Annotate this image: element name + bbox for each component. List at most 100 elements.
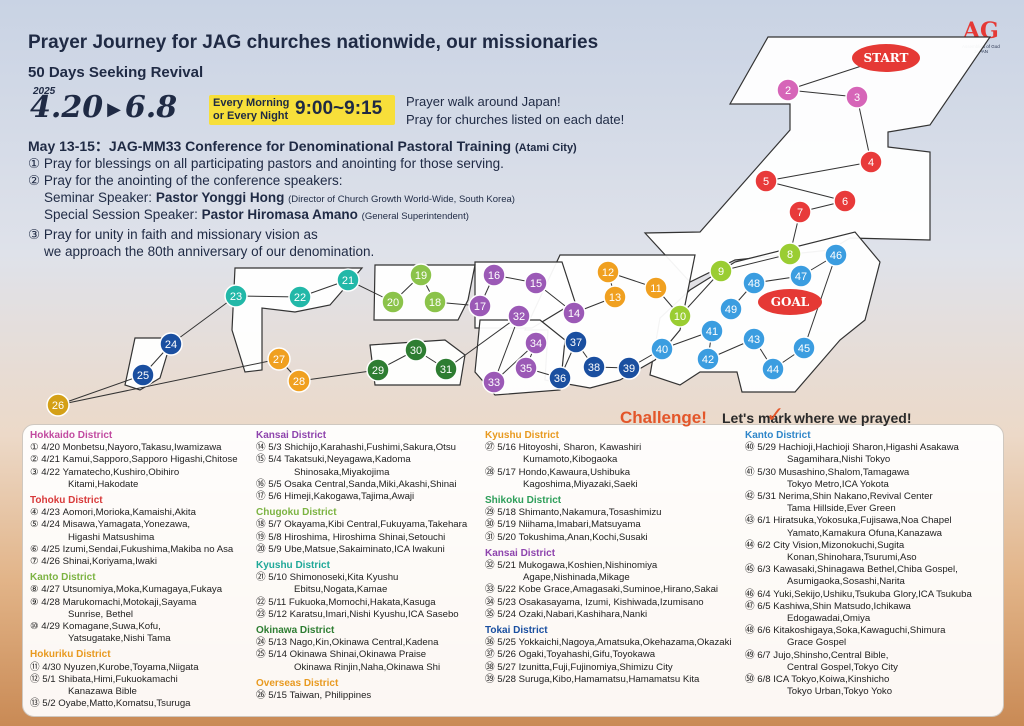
entry-date — [745, 686, 787, 698]
schedule-entry: ㉞ 5/23 Osakasayama, Izumi, Kishiwada,Izu… — [485, 597, 732, 609]
node-circle — [288, 285, 312, 309]
node-circle — [434, 357, 458, 381]
entry-churches: Tokyo Metro,ICA Yokota — [787, 478, 889, 490]
entry-churches: Yatsugatake,Nishi Tama — [68, 633, 171, 645]
district-heading: Overseas District — [256, 677, 339, 689]
entry-date: ㊹ 6/2 — [745, 539, 774, 551]
schedule-entry: ㉘ 5/17 Hondo,Kawaura,Ushibuka — [485, 467, 732, 479]
entry-date: ㉘ 5/17 — [485, 466, 519, 478]
entry-churches: Shimanto,Nakamura,Tosashimizu — [518, 507, 662, 519]
time-label-1: Every Morning — [213, 97, 290, 109]
node-circle — [548, 366, 572, 390]
district-heading: Kansai District — [485, 547, 556, 559]
schedule-entry: ㊶ 5/30 Musashino,Shalom,Tamagawa — [745, 467, 972, 479]
node-label: 41 — [706, 326, 718, 338]
node-circle — [482, 370, 506, 394]
route-node-31: 31 — [434, 357, 458, 381]
node-label: 14 — [568, 308, 580, 320]
entry-date: ㊶ 5/30 — [745, 466, 779, 478]
entry-churches: Hachioji,Hachioji Sharon,Higashi Asakawa — [778, 442, 959, 454]
schedule-entry: ⑥ 4/25 Izumi,Sendai,Fukushima,Makiba no … — [30, 544, 238, 556]
entry-churches: Sagamihara,Nishi Tokyo — [787, 454, 891, 466]
prayer-3a: ③ Pray for unity in faith and missionary… — [28, 227, 318, 242]
district-heading: Kanto District — [30, 572, 96, 584]
conference-location: (Atami City) — [515, 142, 577, 154]
conference-name: May 13-15：JAG-MM33 Conference for Denomi… — [28, 138, 512, 154]
walk-line-2: Pray for churches listed on each date! — [406, 112, 625, 127]
schedule-entry: ㉕ 5/14 Okinawa Shinai,Okinawa Praise — [256, 649, 467, 661]
entry-churches: Grace Gospel — [787, 637, 847, 649]
route-node-37: 37 — [564, 330, 588, 354]
entry-churches: City Vision,Mizonokuchi,Sugita — [773, 539, 905, 551]
node-label: 13 — [609, 292, 621, 304]
node-label: 39 — [623, 363, 635, 375]
entry-date: ㊱ 5/25 — [485, 637, 519, 649]
route-node-6: 6 — [833, 189, 857, 213]
node-circle — [131, 363, 155, 387]
schedule-entry: ㉟ 5/24 Ozaki,Nabari,Kashihara,Nanki — [485, 609, 732, 621]
entry-churches: Mukogawa,Koshien,Nishinomiya — [518, 560, 658, 572]
schedule-entry: ⑨ 4/28 Marukomachi,Motokaji,Sayama — [30, 597, 238, 609]
schedule-entry: ㊽ 6/6 Kitakoshigaya,Soka,Kawaguchi,Shimu… — [745, 625, 972, 637]
route-node-39: 39 — [617, 356, 641, 380]
route-node-24: 24 — [159, 332, 183, 356]
entry-date: ⑥ 4/25 — [30, 543, 63, 555]
entry-date: ⑳ 5/9 — [256, 543, 285, 555]
route-node-12: 12 — [596, 260, 620, 284]
entry-date — [745, 613, 787, 625]
entry-date: ⑰ 5/6 — [256, 491, 285, 503]
entry-churches: Izumi,Sendai,Fukushima,Makiba no Asa — [62, 543, 234, 555]
schedule-entry: ㉛ 5/20 Tokushima,Anan,Kochi,Susaki — [485, 532, 732, 544]
schedule-entry: ㉒ 5/11 Fukuoka,Momochi,Hakata,Kasuga — [256, 597, 467, 609]
entry-churches: Kitami,Hakodate — [68, 478, 139, 490]
route-node-33: 33 — [482, 370, 506, 394]
node-label: 18 — [429, 297, 441, 309]
schedule-entry: ⑲ 5/8 Hiroshima, Hiroshima Shinai,Setouc… — [256, 532, 467, 544]
node-label: 4 — [868, 157, 874, 169]
node-label: 38 — [588, 362, 600, 374]
entry-date: ㉕ 5/14 — [256, 649, 290, 661]
route-node-10: 10 — [668, 304, 692, 328]
entry-churches: Monbetsu,Nayoro,Takasu,Iwamizawa — [62, 442, 222, 454]
node-label: 45 — [798, 343, 810, 355]
entry-date: ⑯ 5/5 — [256, 478, 285, 490]
entry-date: ㉓ 5/12 — [256, 608, 290, 620]
logo-line-2: JAPAN — [973, 49, 988, 54]
entry-churches: ICA Tokyo,Koiwa,Kinshicho — [773, 674, 890, 686]
entry-date — [745, 528, 787, 540]
node-circle — [644, 276, 668, 300]
entry-churches: Fukuoka,Momochi,Hakata,Kasuga — [288, 596, 436, 608]
schedule-entry: ㊴ 5/28 Suruga,Kibo,Hamamatsu,Hamamatsu K… — [485, 674, 732, 686]
entry-date: ㊵ 5/29 — [745, 442, 779, 454]
route-node-27: 27 — [267, 347, 291, 371]
schedule-entry: Shinosaka,Miyakojima — [256, 467, 467, 479]
route-node-16: 16 — [482, 263, 506, 287]
route-node-19: 19 — [409, 263, 433, 287]
entry-churches: Okinawa Rinjin,Naha,Okinawa Shi — [294, 661, 441, 673]
node-circle — [514, 356, 538, 380]
schedule-entry: ③ 4/22 Yamatecho,Kushiro,Obihiro — [30, 467, 238, 479]
schedule-entry: Sagamihara,Nishi Tokyo — [745, 454, 972, 466]
entry-churches: Sunrise, Bethel — [68, 608, 134, 620]
challenge-text-2: where we prayed! — [794, 410, 912, 426]
route-node-47: 47 — [789, 264, 813, 288]
node-label: 6 — [842, 196, 848, 208]
schedule-entry: ⑯ 5/5 Osaka Central,Sanda,Miki,Akashi,Sh… — [256, 479, 467, 491]
entry-churches: Edogawadai,Omiya — [787, 613, 871, 625]
page-title: Prayer Journey for JAG churches nationwi… — [28, 32, 599, 53]
node-circle — [582, 355, 606, 379]
schedule-entry: ㉓ 5/12 Karatsu,Imari,Nishi Kyushu,ICA Sa… — [256, 609, 467, 621]
entry-churches: Hiratsuka,Yokosuka,Fujisawa,Noa Chapel — [773, 515, 952, 527]
schedule-entry: Kumamoto,Kibogaoka — [485, 454, 732, 466]
district-heading: Hokkaido District — [30, 430, 113, 441]
seminar-label: Seminar Speaker: — [44, 190, 156, 205]
entry-date — [30, 609, 68, 621]
node-label: 31 — [440, 364, 452, 376]
entry-date: ⑫ 5/1 — [30, 673, 59, 685]
entry-churches: Suruga,Kibo,Hamamatsu,Hamamatsu Kita — [518, 673, 700, 685]
node-circle — [754, 169, 778, 193]
entry-churches: Konan,Shinohara,Tsurumi,Aso — [787, 552, 917, 564]
schedule-entry: ⑭ 5/3 Shichijo,Karahashi,Fushimi,Sakura,… — [256, 442, 467, 454]
route-segment — [493, 315, 520, 383]
entry-churches: Shibata,Himi,Fukuokamachi — [58, 673, 178, 685]
